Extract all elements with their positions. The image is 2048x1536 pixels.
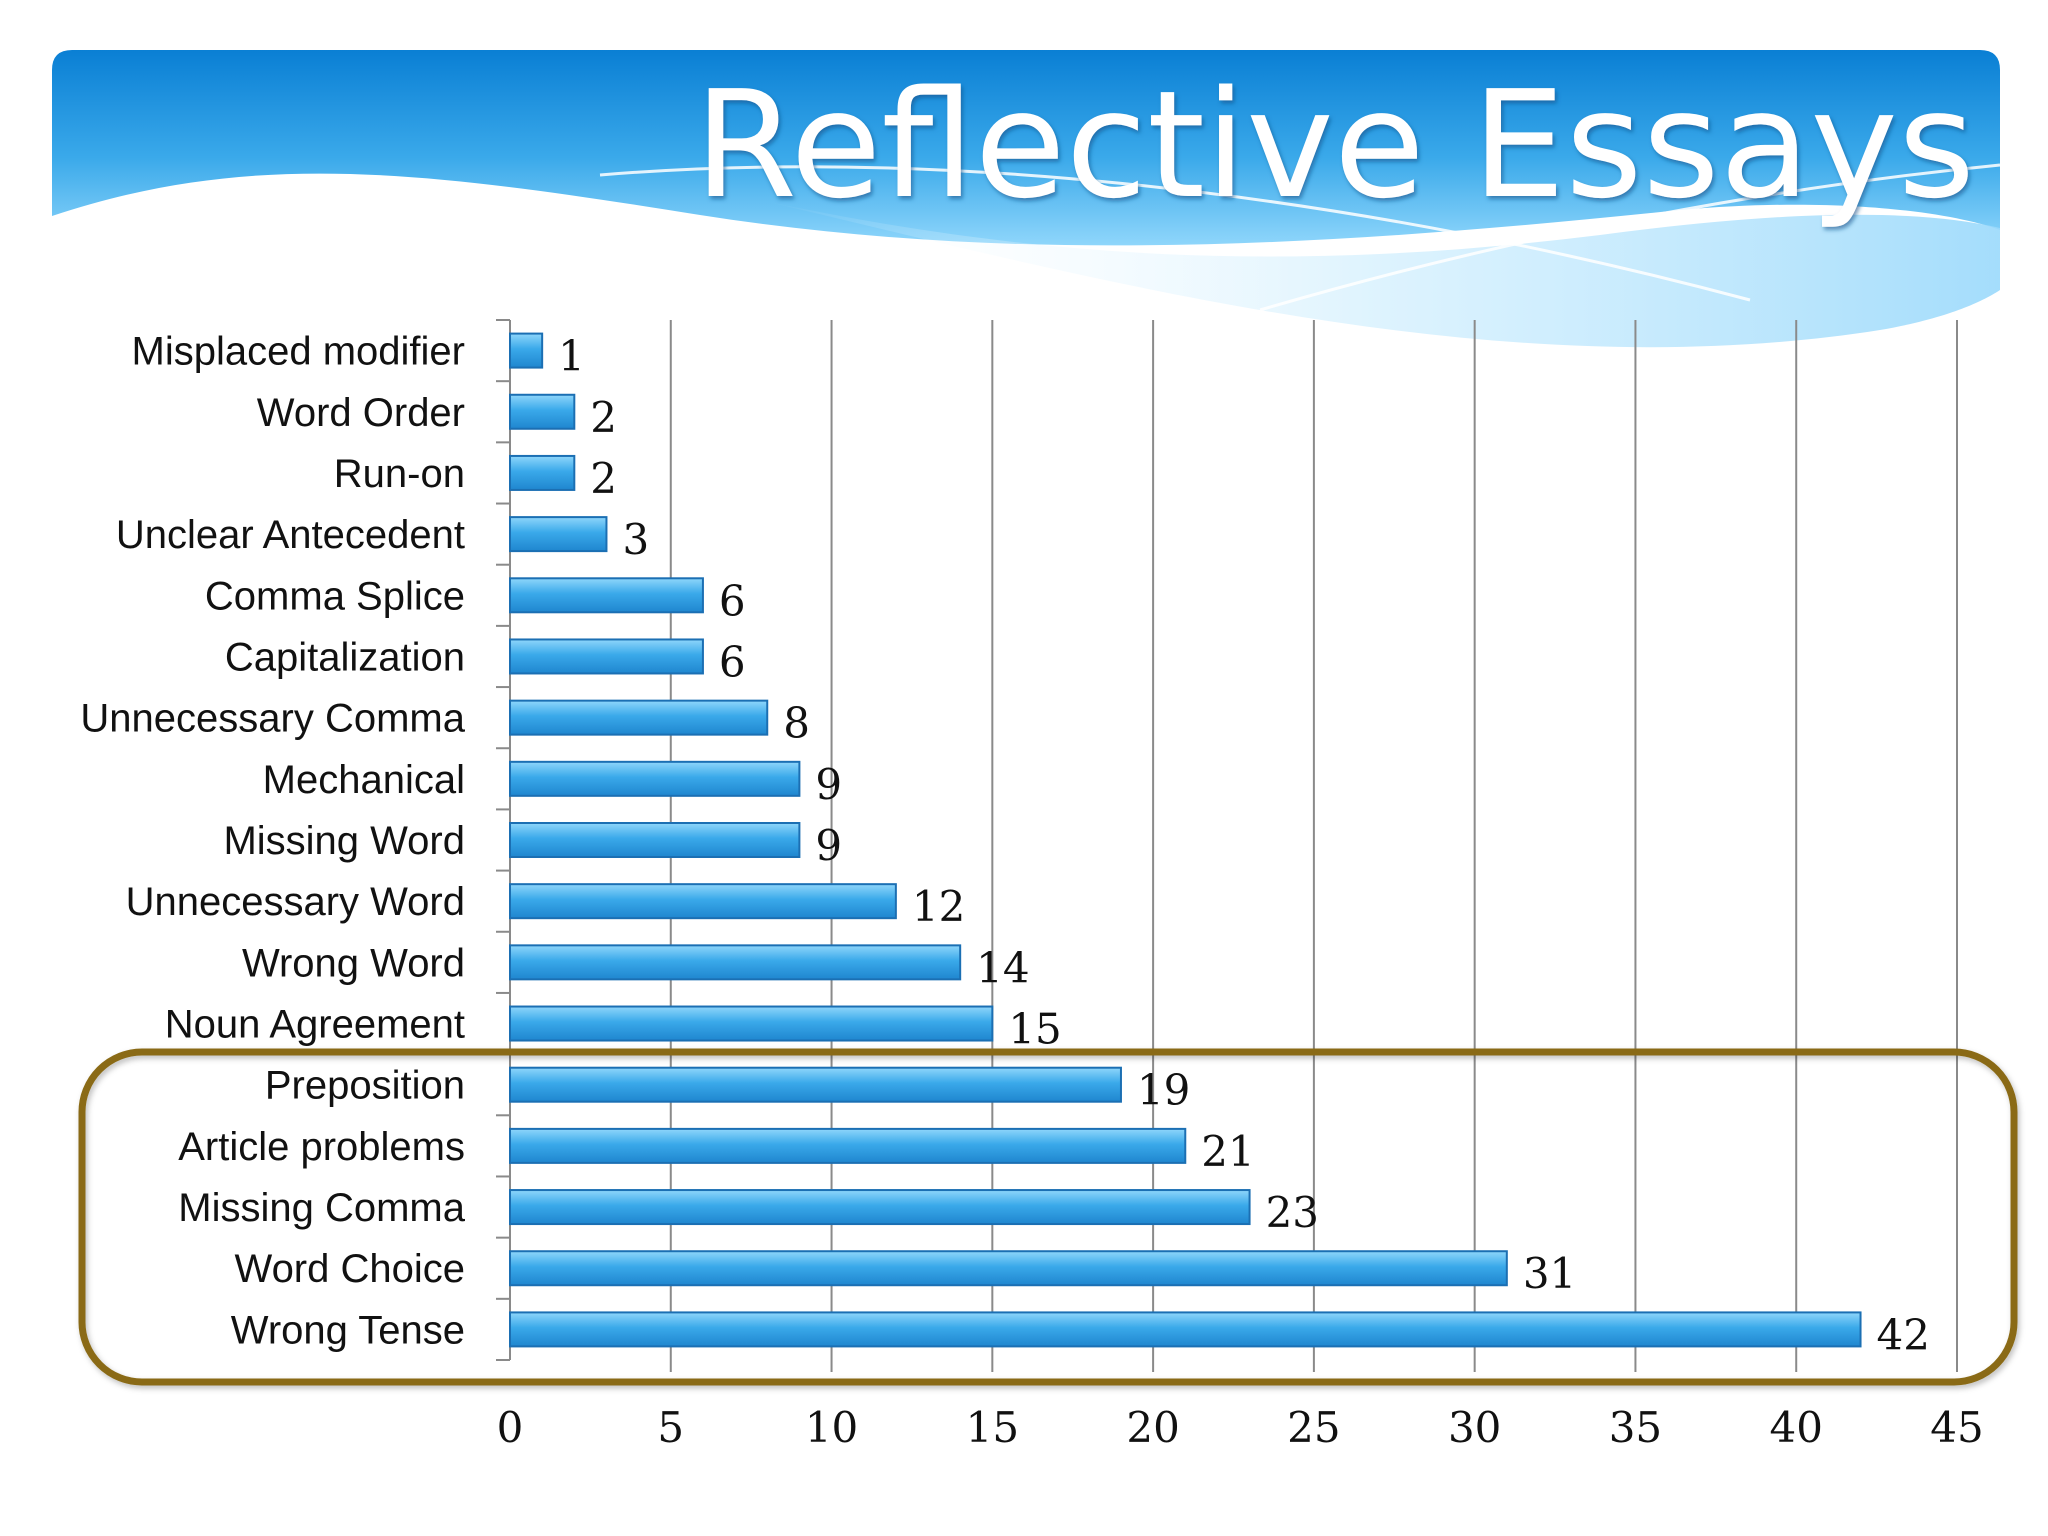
value-label: 19	[1137, 1066, 1190, 1115]
category-label: Misplaced modifier	[132, 330, 465, 374]
x-tick-label: 15	[966, 1403, 1019, 1452]
bar	[509, 1250, 1508, 1287]
x-tick-label: 0	[497, 1403, 524, 1452]
category-label: Mechanical	[263, 758, 465, 802]
bar	[509, 1066, 1122, 1103]
value-label: 2	[590, 393, 617, 442]
x-tick-label: 5	[657, 1403, 684, 1452]
value-label: 15	[1008, 1005, 1061, 1054]
bars	[509, 332, 1862, 1348]
value-label: 21	[1201, 1127, 1254, 1176]
value-label: 42	[1877, 1310, 1930, 1359]
category-label: Capitalization	[225, 635, 465, 679]
category-label: Wrong Tense	[231, 1308, 465, 1352]
bar	[509, 760, 801, 797]
bar	[509, 1311, 1862, 1348]
category-label: Unnecessary Word	[126, 880, 465, 924]
slide-title: Reflective Essays	[694, 59, 1975, 231]
value-label: 6	[719, 576, 746, 625]
category-label: Comma Splice	[205, 574, 465, 618]
bar	[509, 883, 897, 920]
value-label: 6	[719, 637, 746, 686]
bar	[509, 332, 544, 369]
highlight-box	[78, 1048, 2018, 1386]
x-tick-label: 40	[1769, 1403, 1822, 1452]
value-label: 12	[912, 882, 965, 931]
bar	[509, 516, 608, 553]
title-banner: Reflective Essays	[52, 50, 2001, 348]
category-label: Article problems	[178, 1125, 465, 1169]
category-label: Word Choice	[235, 1247, 465, 1291]
category-label: Wrong Word	[242, 941, 465, 985]
bar	[509, 1189, 1251, 1226]
bar	[509, 1005, 994, 1042]
value-label: 9	[815, 821, 842, 870]
category-label: Word Order	[257, 391, 465, 435]
value-label: 1	[558, 332, 585, 381]
category-label: Run-on	[334, 452, 465, 496]
category-label: Unnecessary Comma	[80, 697, 465, 741]
category-label: Preposition	[265, 1064, 465, 1108]
bar	[509, 638, 704, 675]
x-tick-label: 10	[805, 1403, 858, 1452]
bar	[509, 822, 801, 858]
x-tick-label: 45	[1930, 1403, 1983, 1452]
value-label: 8	[783, 699, 810, 748]
category-label: Noun Agreement	[165, 1003, 465, 1047]
x-tick-label: 20	[1126, 1403, 1179, 1452]
value-label: 31	[1523, 1249, 1576, 1298]
y-axis-ticks	[496, 319, 510, 1361]
x-axis-tick-labels: 0 5 10 15 20 25 30 35 40 45	[497, 1403, 1984, 1452]
bar	[509, 699, 769, 736]
x-tick-label: 25	[1287, 1403, 1340, 1452]
grid-lines	[669, 320, 1958, 1372]
bar	[509, 393, 576, 430]
value-label: 2	[590, 454, 617, 503]
value-label: 23	[1266, 1188, 1319, 1237]
category-label: Missing Comma	[178, 1186, 465, 1230]
bar	[509, 944, 962, 981]
category-label: Missing Word	[223, 819, 465, 863]
bar	[509, 1127, 1187, 1164]
value-label: 9	[815, 760, 842, 809]
category-label: Unclear Antecedent	[116, 513, 465, 557]
bar	[509, 577, 704, 614]
value-label: 14	[976, 943, 1029, 992]
x-tick-label: 35	[1609, 1403, 1662, 1452]
bar	[509, 454, 576, 491]
value-label: 3	[622, 515, 649, 564]
x-tick-label: 30	[1448, 1403, 1501, 1452]
category-labels: Misplaced modifier Word Order Run-on Unclea…	[80, 330, 465, 1353]
